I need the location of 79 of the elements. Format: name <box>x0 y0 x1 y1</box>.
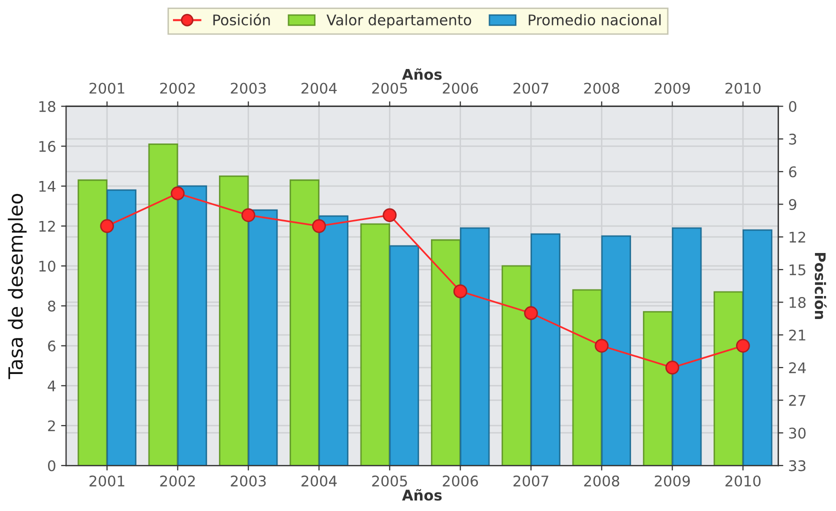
point <box>100 219 114 233</box>
y2-tick-label: 27 <box>789 394 806 406</box>
y2-tick-label: 12 <box>790 232 806 242</box>
category-label: 2001 <box>90 82 124 94</box>
point <box>594 338 609 353</box>
point <box>312 219 326 233</box>
point <box>170 186 185 200</box>
bar <box>106 189 136 466</box>
point <box>453 284 468 298</box>
x-tick-label: 2006 <box>442 476 478 487</box>
point <box>241 208 256 222</box>
category-label: 2002 <box>160 82 195 94</box>
y2-tick-label: 18 <box>790 296 806 308</box>
y2-tick-label: 0 <box>789 101 796 112</box>
x-tick-label: 2008 <box>584 476 620 487</box>
x-tick-label: 2001 <box>90 476 124 487</box>
y-tick-label: 12 <box>39 220 55 232</box>
category-label: 2010 <box>725 82 761 94</box>
y2-tick-label: 9 <box>788 198 796 210</box>
bar <box>290 179 320 466</box>
bar <box>430 239 461 466</box>
bar <box>502 265 532 466</box>
category-label: 2004 <box>302 82 337 94</box>
y-tick-label: 4 <box>48 380 56 392</box>
bar <box>248 209 278 466</box>
y-tick-label: 6 <box>48 340 56 352</box>
legend-label: Valor departamento <box>326 14 472 28</box>
y2-tick-label: 24 <box>789 362 806 374</box>
bar <box>572 289 602 466</box>
legend-label: Posición <box>213 14 270 26</box>
y-tick-label: 2 <box>48 420 55 432</box>
x-tick-label: 2003 <box>230 476 266 487</box>
bar <box>672 227 702 466</box>
y2-tick-label: 30 <box>789 428 806 439</box>
bar <box>642 311 673 466</box>
y-axis-title: Tasa de desempleo <box>8 194 27 380</box>
x-tick-label: 2010 <box>725 476 761 487</box>
x-tick-label: 2005 <box>372 476 407 487</box>
bar <box>177 185 208 466</box>
bar <box>218 175 249 466</box>
y-tick-label: 16 <box>39 140 56 152</box>
point <box>736 338 750 353</box>
y2-tick-label: 3 <box>789 134 796 145</box>
y-tick-label: 14 <box>39 181 56 192</box>
point <box>382 208 397 222</box>
y-tick-label: 8 <box>48 300 56 312</box>
legend-label: Promedio nacional <box>528 14 661 26</box>
y2-tick-label: 15 <box>790 264 806 276</box>
y-tick-label: 18 <box>39 101 56 112</box>
bar <box>389 245 420 466</box>
y2-tick-label: 33 <box>789 460 806 472</box>
y2-tick-label: 6 <box>789 166 796 178</box>
bar <box>78 179 108 466</box>
x-tick-label: 2009 <box>654 476 690 487</box>
bar <box>360 223 390 466</box>
x-tick-label: 2002 <box>160 476 195 487</box>
category-label: 2005 <box>372 82 407 94</box>
point <box>524 306 538 320</box>
bar <box>714 291 744 466</box>
bar <box>601 235 632 466</box>
category-label: 2006 <box>442 82 478 94</box>
y-tick-label: 0 <box>48 460 56 472</box>
bar <box>742 229 772 466</box>
category-label: 2007 <box>514 82 548 94</box>
x-axis-title: Años <box>402 489 442 501</box>
y2-axis-title: Posición <box>814 253 827 319</box>
point <box>665 360 680 374</box>
bar <box>148 144 178 466</box>
y-tick-label: 10 <box>39 260 56 272</box>
bar <box>318 215 348 466</box>
category-label: 2003 <box>230 82 266 94</box>
category-label: 2009 <box>654 82 690 94</box>
x-tick-label: 2007 <box>514 476 548 487</box>
y2-tick-label: 21 <box>789 330 806 340</box>
bar <box>530 233 560 466</box>
bar <box>460 227 490 466</box>
x2-axis-title: Años <box>402 68 442 80</box>
x-tick-label: 2004 <box>302 476 337 487</box>
category-label: 2008 <box>584 82 620 94</box>
